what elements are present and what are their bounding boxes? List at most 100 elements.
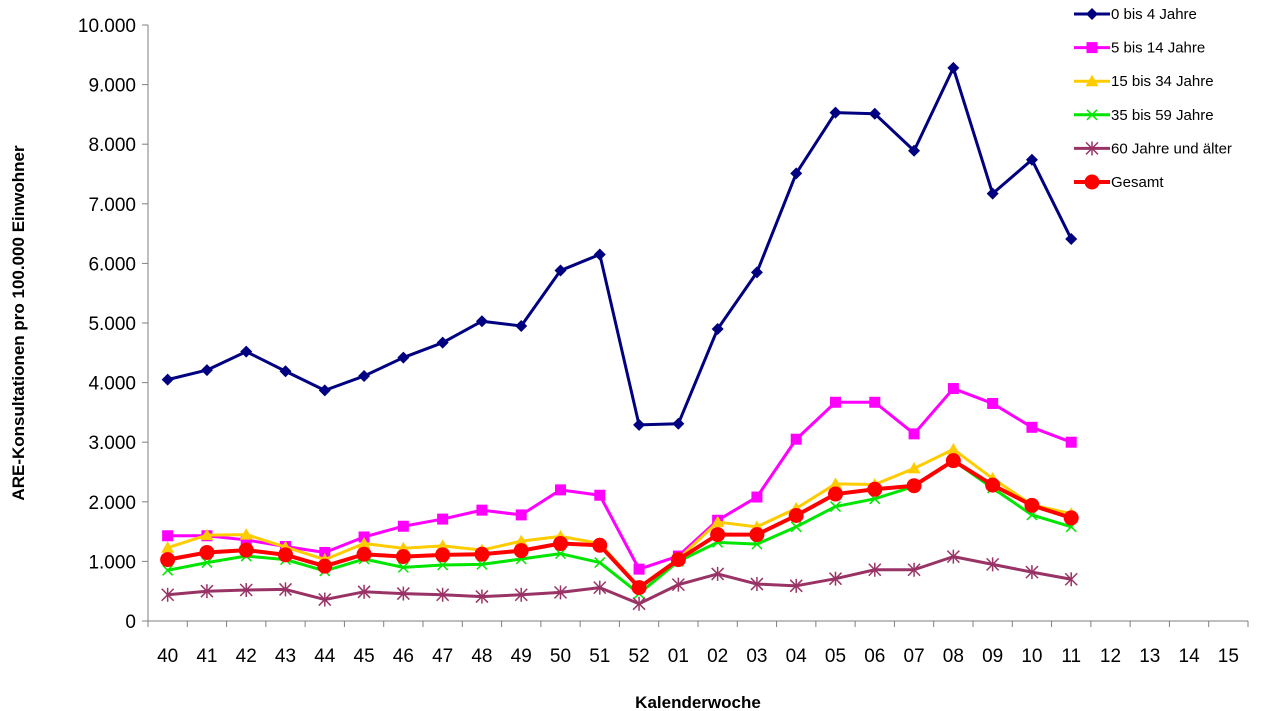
legend-label: Gesamt bbox=[1111, 174, 1164, 191]
data-point bbox=[239, 583, 253, 598]
data-point bbox=[670, 552, 686, 568]
series-35-bis-59-jahre bbox=[162, 455, 1077, 600]
data-point bbox=[1026, 421, 1038, 433]
x-tick-label: 15 bbox=[1218, 646, 1239, 667]
data-point bbox=[476, 504, 488, 516]
y-tick-label: 9.000 bbox=[88, 76, 136, 97]
data-point bbox=[555, 484, 566, 496]
y-tick-label: 4.000 bbox=[88, 374, 136, 395]
data-point bbox=[1086, 8, 1098, 20]
data-point bbox=[986, 187, 999, 200]
x-tick-label: 14 bbox=[1179, 646, 1201, 667]
data-point bbox=[946, 549, 960, 564]
x-tick-label: 45 bbox=[354, 646, 375, 667]
data-point bbox=[515, 509, 527, 521]
data-point bbox=[279, 365, 292, 378]
series-15-bis-34-jahre bbox=[161, 442, 1078, 593]
data-point bbox=[790, 521, 802, 533]
series-line bbox=[167, 459, 1072, 596]
series-line bbox=[167, 66, 1073, 427]
data-point bbox=[633, 418, 646, 431]
data-point bbox=[357, 584, 371, 599]
data-point bbox=[437, 513, 449, 525]
x-tick-label: 06 bbox=[864, 646, 885, 667]
y-tick-label: 5.000 bbox=[88, 314, 136, 335]
x-axis-title: Kalenderwoche bbox=[635, 693, 761, 711]
data-point bbox=[672, 417, 685, 430]
data-point bbox=[789, 578, 803, 593]
data-point bbox=[1086, 109, 1098, 121]
data-point bbox=[711, 515, 725, 528]
data-point bbox=[867, 481, 883, 497]
data-point bbox=[553, 585, 568, 600]
y-tick-label: 7.000 bbox=[88, 195, 136, 216]
data-point bbox=[554, 264, 567, 277]
x-tick-label: 47 bbox=[432, 646, 453, 667]
data-point-stroke bbox=[1086, 109, 1098, 121]
series-line bbox=[167, 458, 1072, 590]
data-point bbox=[200, 584, 214, 599]
data-point bbox=[161, 541, 175, 553]
data-point bbox=[946, 442, 960, 455]
data-point bbox=[907, 562, 921, 577]
data-point bbox=[240, 345, 253, 358]
data-point-stroke bbox=[554, 548, 567, 560]
data-point bbox=[1025, 565, 1039, 580]
x-tick-label: 43 bbox=[275, 646, 296, 667]
data-point bbox=[1085, 141, 1099, 156]
series-0-bis-4-jahre bbox=[161, 61, 1078, 431]
legend-item: 5 bis 14 Jahre bbox=[1074, 40, 1205, 57]
legend-item: 35 bis 59 Jahre bbox=[1074, 107, 1214, 124]
data-point bbox=[395, 549, 411, 565]
data-point-stroke bbox=[594, 557, 606, 569]
x-tick-label: 44 bbox=[314, 646, 336, 667]
data-point bbox=[201, 557, 213, 569]
data-point bbox=[945, 453, 961, 469]
data-point-stroke bbox=[162, 564, 174, 576]
data-point bbox=[750, 577, 764, 592]
x-tick-label: 10 bbox=[1021, 646, 1042, 667]
x-tick-label: 52 bbox=[629, 646, 650, 667]
data-point bbox=[829, 501, 842, 513]
data-point bbox=[1063, 510, 1079, 526]
series-5-bis-14-jahre bbox=[162, 383, 1077, 575]
data-point bbox=[751, 491, 763, 503]
x-tick-label: 04 bbox=[786, 646, 808, 667]
x-tick-label: 13 bbox=[1139, 646, 1160, 667]
x-tick-label: 11 bbox=[1061, 646, 1081, 667]
x-tick-label: 02 bbox=[707, 646, 728, 667]
data-point bbox=[1085, 74, 1099, 87]
data-point bbox=[436, 336, 449, 349]
data-point bbox=[162, 530, 174, 542]
x-tick-label: 09 bbox=[982, 646, 1003, 667]
x-tick-label: 46 bbox=[393, 646, 414, 667]
data-point bbox=[907, 461, 921, 474]
data-point bbox=[1084, 174, 1100, 190]
series-line bbox=[167, 387, 1072, 571]
legend-label: 60 Jahre und älter bbox=[1111, 140, 1232, 157]
data-point bbox=[1086, 42, 1098, 54]
y-axis-title: ARE-Konsultationen pro 100.000 Einwohner bbox=[9, 145, 28, 501]
data-point bbox=[358, 370, 371, 383]
data-point bbox=[788, 508, 804, 524]
data-point bbox=[906, 478, 922, 494]
data-point bbox=[397, 520, 409, 532]
data-point bbox=[318, 384, 331, 397]
data-point bbox=[593, 580, 607, 595]
x-tick-label: 40 bbox=[157, 646, 178, 667]
y-tick-label: 0 bbox=[125, 612, 136, 633]
data-point bbox=[435, 547, 451, 563]
data-point bbox=[593, 248, 606, 261]
legend-label: 5 bis 14 Jahre bbox=[1111, 40, 1205, 57]
y-tick-label: 10.000 bbox=[78, 16, 136, 37]
legend-item: 60 Jahre und älter bbox=[1074, 140, 1232, 157]
data-point bbox=[868, 562, 882, 577]
legend: 0 bis 4 Jahre 5 bis 14 Jahre 15 bis 34 Jah… bbox=[1074, 6, 1232, 191]
data-point-stroke bbox=[437, 559, 449, 571]
x-tick-label: 48 bbox=[471, 646, 492, 667]
data-point bbox=[987, 397, 999, 409]
x-tick-label: 12 bbox=[1100, 646, 1121, 667]
data-point bbox=[319, 546, 331, 558]
data-point bbox=[1064, 572, 1078, 587]
